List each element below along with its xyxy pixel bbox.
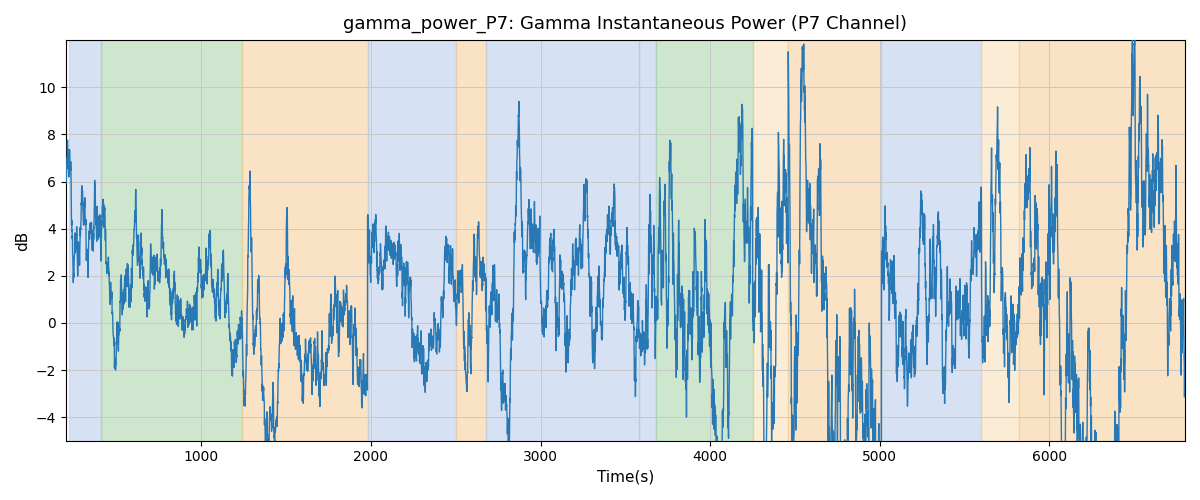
Bar (638, 40, 656, 440)
Bar (982, 40, 1019, 440)
Bar (367, 40, 456, 440)
Y-axis label: dB: dB (16, 230, 30, 250)
Bar (1019, 40, 1184, 440)
Bar (656, 40, 752, 440)
Bar (752, 40, 788, 440)
Bar (788, 40, 882, 440)
Bar (882, 40, 982, 440)
Bar (486, 40, 638, 440)
Bar (456, 40, 486, 440)
Bar (242, 40, 367, 440)
Title: gamma_power_P7: Gamma Instantaneous Power (P7 Channel): gamma_power_P7: Gamma Instantaneous Powe… (343, 15, 907, 34)
Bar (101, 40, 242, 440)
X-axis label: Time(s): Time(s) (596, 470, 654, 485)
Bar (70, 40, 101, 440)
